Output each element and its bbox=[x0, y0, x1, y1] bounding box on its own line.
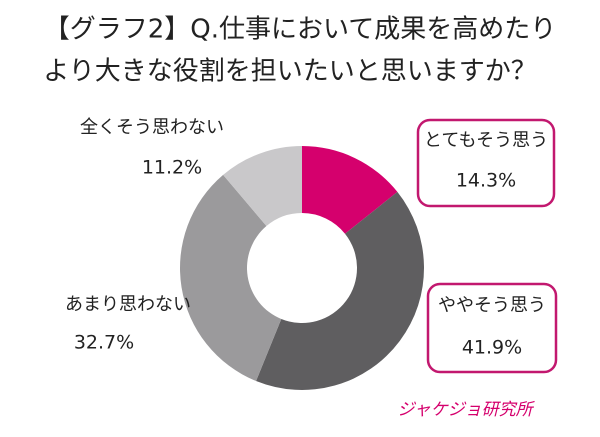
donut-slice bbox=[302, 146, 398, 234]
value-label: 41.9% bbox=[462, 337, 522, 359]
source-logo: ジャケジョ研究所 bbox=[397, 400, 535, 420]
category-label: ややそう思う bbox=[438, 295, 546, 316]
chart-title: より大きな役割を担いたいと思いますか？ bbox=[43, 57, 536, 87]
donut-slice bbox=[179, 174, 282, 382]
label-box bbox=[416, 118, 556, 208]
category-label: あまり思わない bbox=[65, 294, 191, 315]
chart-title: 【グラフ2】Q.仕事において成果を高めたり bbox=[44, 15, 557, 45]
value-label: 32.7% bbox=[74, 332, 134, 354]
category-label: 全くそう思わない bbox=[80, 117, 224, 138]
category-label: とてもそう思う bbox=[424, 130, 548, 151]
donut-slice bbox=[256, 191, 424, 390]
donut-slice bbox=[223, 146, 302, 227]
value-label: 14.3% bbox=[456, 170, 516, 192]
value-label: 11.2% bbox=[142, 157, 202, 179]
label-box bbox=[426, 282, 558, 374]
